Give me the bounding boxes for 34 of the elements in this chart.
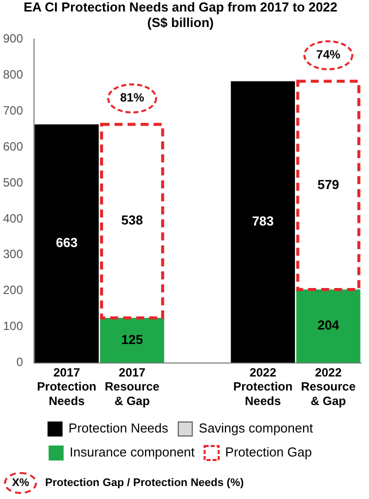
dashed-oval: X% <box>4 472 38 494</box>
data-label: 538 <box>121 212 143 228</box>
text: Protection Gap / Protection Needs (%) <box>45 477 244 489</box>
bar <box>296 289 360 363</box>
data-label: 204 <box>317 318 340 333</box>
data-label: 125 <box>121 332 143 347</box>
x-tick-label: 2017 Resource & Gap <box>104 365 160 408</box>
data-label: 783 <box>252 214 274 229</box>
data-label: 579 <box>317 176 340 192</box>
legend-label: Insurance component <box>70 444 196 460</box>
y-tick-label: 400 <box>2 211 24 226</box>
y-tick-label: 200 <box>2 283 24 298</box>
y-tick-label: 600 <box>2 139 24 154</box>
y-tick-label: 700 <box>2 103 24 118</box>
legend-label: Savings component <box>198 420 314 436</box>
x-tick-label: 2022 Resource & Gap <box>300 365 356 408</box>
data-label: 663 <box>56 235 78 250</box>
legend-label: Protection Gap <box>225 444 312 460</box>
y-tick-label: 300 <box>2 247 24 262</box>
bar <box>100 318 164 363</box>
y-tick-label: 900 <box>2 32 24 46</box>
chart-title: EA CI Protection Needs and Gap from 2017 to 2022 <box>24 0 338 14</box>
y-tick-label: 0 <box>16 355 24 370</box>
bar <box>34 124 99 363</box>
legend-label: Protection Needs <box>68 420 169 436</box>
annotation: 74% <box>316 48 341 62</box>
x-tick-label: 2022 Protection Needs <box>233 365 293 408</box>
y-tick-label: 100 <box>2 319 24 334</box>
annotation: 81% <box>120 90 144 105</box>
y-tick-label: 500 <box>2 175 24 190</box>
bar <box>230 81 295 363</box>
chart-subtitle: (S$ billion) <box>147 14 214 30</box>
y-tick-label: 800 <box>2 67 24 82</box>
x-tick-label: 2017 Protection Needs <box>37 365 96 408</box>
